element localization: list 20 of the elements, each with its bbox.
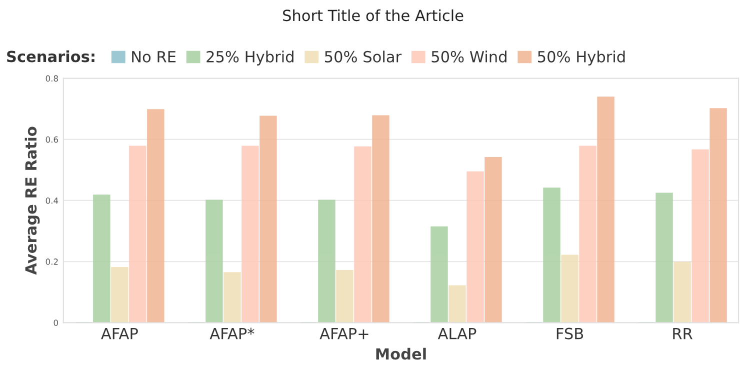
legend-label: 50% Solar: [324, 50, 402, 62]
y-axis-title: Average RE Ratio: [24, 126, 40, 275]
x-tick-label: AFAP+: [320, 328, 368, 340]
y-tick-label: 0.6: [46, 136, 58, 143]
x-tick-label: AFAP: [101, 328, 138, 340]
x-tick-label: FSB: [556, 328, 584, 340]
y-tick-label: 0.8: [46, 75, 58, 82]
legend-label: 50% Wind: [432, 50, 506, 62]
y-tick-label: 0: [54, 320, 58, 326]
legend-label: 50% Hybrid: [538, 50, 625, 66]
y-tick-label: 0.2: [46, 258, 58, 265]
x-tick-label: AFAP*: [210, 328, 254, 340]
legend-label: No RE: [132, 51, 176, 62]
chart-title: Short Title of the Article: [283, 9, 464, 22]
legend-title: Scenarios:: [7, 50, 94, 62]
legend-label: 25% Hybrid: [206, 50, 294, 66]
x-axis-title: Model: [376, 348, 426, 360]
y-tick-label: 0.4: [46, 197, 58, 204]
x-tick-label: ALAP: [438, 328, 476, 340]
x-tick-label: RR: [673, 328, 692, 340]
